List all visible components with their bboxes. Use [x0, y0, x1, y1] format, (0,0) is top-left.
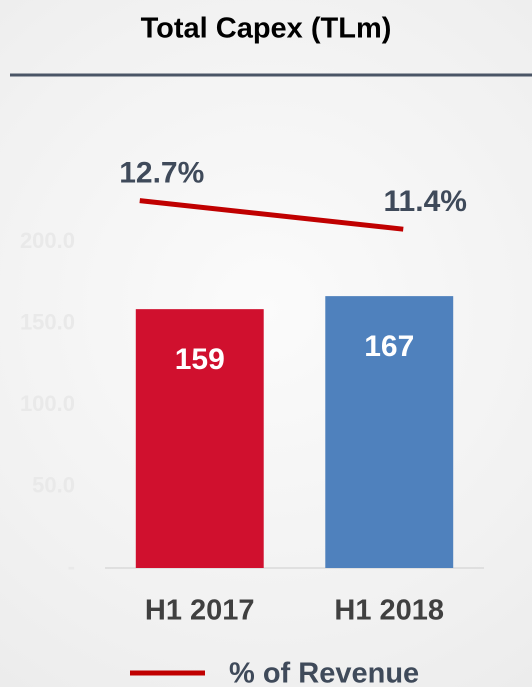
chart-title: Total Capex (TLm) [141, 13, 392, 45]
x-tick-label: H1 2018 [334, 595, 444, 627]
legend-label: % of Revenue [229, 658, 419, 687]
y-tick-label: - [68, 554, 75, 579]
bar [325, 296, 454, 568]
revenue-line [139, 198, 404, 232]
y-tick-label: 200.0 [20, 228, 75, 253]
bar-value-label: 159 [175, 343, 225, 376]
line-value-label: 11.4% [384, 185, 467, 218]
x-tick-label: H1 2017 [145, 595, 255, 627]
bar [135, 309, 264, 568]
y-tick-label: 100.0 [20, 391, 75, 416]
y-tick-label: 50.0 [32, 472, 75, 497]
bar-value-label: 167 [364, 330, 414, 363]
line-value-label: 12.7% [119, 157, 204, 190]
y-tick-label: 150.0 [20, 310, 75, 335]
